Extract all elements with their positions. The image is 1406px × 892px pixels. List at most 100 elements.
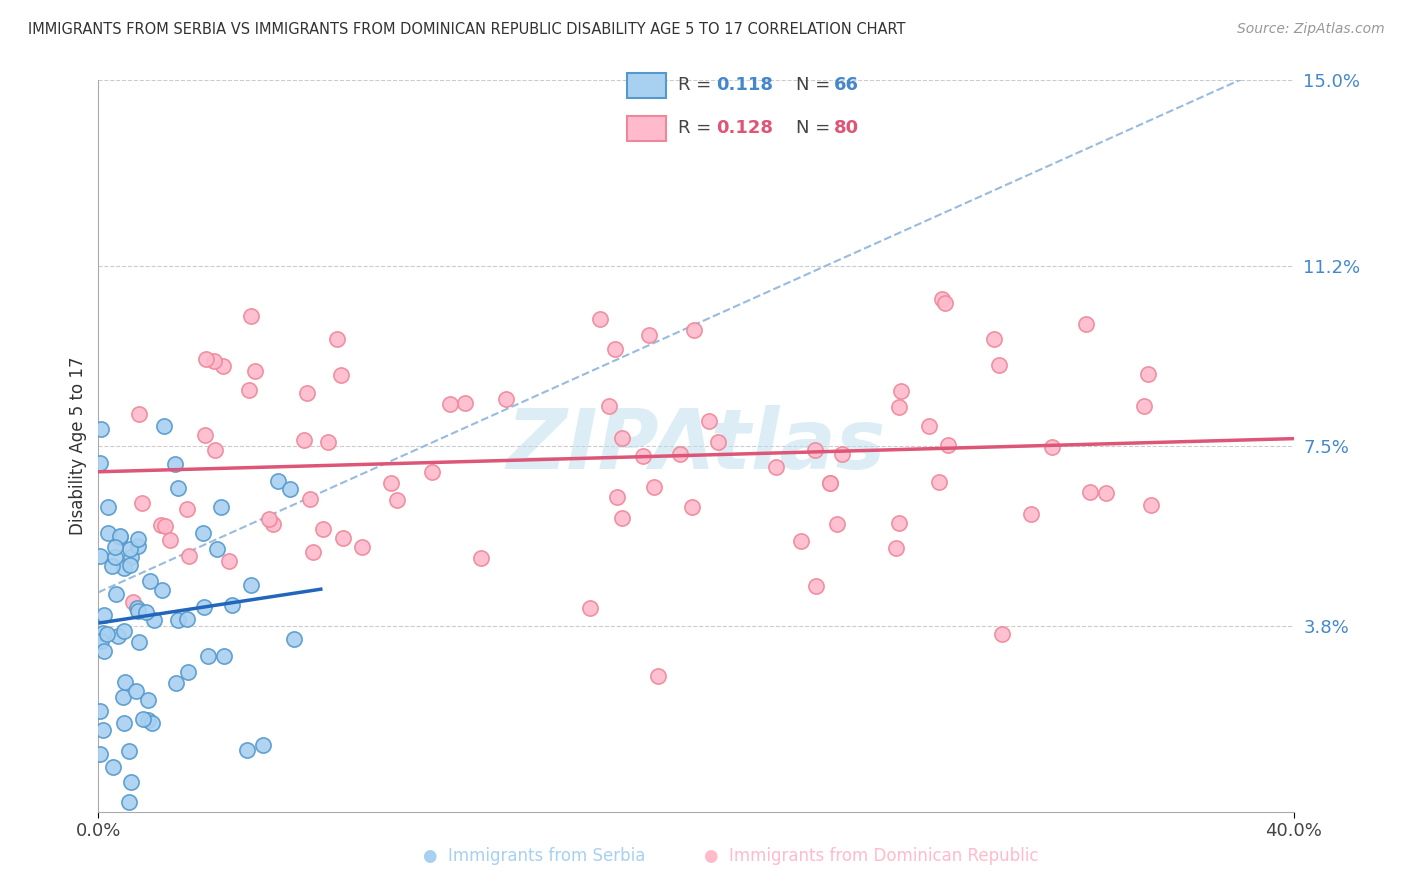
Point (193, 600, 215, 615)
Point (820, 475, 842, 490)
Point (790, 533, 813, 548)
Point (697, 414, 720, 428)
Point (380, 476, 402, 491)
Point (647, 669, 669, 683)
Point (598, 399, 620, 413)
Point (131, 712, 153, 726)
Point (131, 496, 153, 510)
Point (127, 539, 149, 553)
Point (1137, 367, 1160, 381)
Point (90, 422, 112, 436)
Point (1021, 507, 1043, 521)
Point (239, 309, 262, 323)
Text: Source: ZipAtlas.com: Source: ZipAtlas.com (1237, 22, 1385, 37)
Point (470, 550, 492, 565)
Point (252, 739, 274, 753)
Point (135, 605, 157, 619)
Point (302, 544, 325, 558)
Bar (627, 73, 666, 98)
Point (917, 418, 939, 433)
Point (112, 561, 135, 575)
Point (1074, 318, 1097, 332)
Text: 0.128: 0.128 (716, 119, 773, 137)
Point (804, 443, 827, 458)
Text: N =: N = (796, 119, 835, 137)
Point (240, 577, 263, 591)
Point (104, 540, 127, 554)
Text: ●  Immigrants from Dominican Republic: ● Immigrants from Dominican Republic (704, 847, 1039, 865)
Point (118, 541, 141, 556)
Point (589, 312, 612, 326)
Point (238, 384, 260, 398)
Point (202, 354, 225, 368)
Point (212, 648, 235, 663)
Text: IMMIGRANTS FROM SERBIA VS IMMIGRANTS FROM DOMINICAN REPUBLIC DISABILITY AGE 5 TO: IMMIGRANTS FROM SERBIA VS IMMIGRANTS FRO… (28, 22, 905, 37)
Point (165, 675, 187, 690)
Point (193, 428, 215, 442)
Point (818, 476, 841, 491)
Point (177, 549, 200, 563)
Point (669, 447, 692, 461)
Point (155, 518, 177, 533)
Point (298, 491, 321, 506)
Text: 66: 66 (834, 76, 859, 95)
Point (93, 643, 115, 657)
Point (889, 516, 911, 530)
Point (97, 526, 120, 541)
Point (683, 323, 706, 337)
Point (1132, 399, 1154, 413)
Point (330, 368, 353, 382)
Point (108, 529, 131, 543)
Point (889, 400, 911, 414)
Point (831, 447, 853, 461)
Point (612, 431, 634, 445)
Point (1078, 484, 1101, 499)
Point (765, 459, 787, 474)
Point (262, 517, 284, 532)
Point (111, 690, 134, 705)
Point (143, 613, 166, 627)
Text: ●  Immigrants from Serbia: ● Immigrants from Serbia (423, 847, 645, 865)
Point (89, 747, 111, 761)
Point (316, 434, 339, 449)
Point (1040, 440, 1063, 454)
Text: R =: R = (678, 76, 717, 95)
Point (108, 530, 131, 544)
Point (1140, 498, 1163, 512)
Point (167, 481, 190, 495)
Point (96, 500, 118, 514)
Point (101, 559, 124, 574)
Point (983, 332, 1005, 346)
Point (332, 532, 354, 546)
Point (121, 595, 143, 609)
Point (934, 295, 956, 310)
Point (152, 419, 174, 434)
Point (139, 574, 162, 589)
Y-axis label: Disability Age 5 to 17: Disability Age 5 to 17 (69, 357, 87, 535)
Point (149, 518, 172, 533)
Point (167, 613, 190, 627)
Point (177, 665, 200, 680)
Point (990, 626, 1012, 640)
Point (420, 465, 443, 479)
Point (127, 604, 149, 618)
Point (643, 480, 665, 494)
Point (118, 558, 141, 572)
Point (191, 525, 214, 540)
Point (163, 458, 186, 472)
Point (117, 744, 139, 758)
Point (707, 435, 730, 450)
Point (91, 723, 114, 737)
Point (176, 612, 198, 626)
Point (495, 392, 517, 406)
Point (107, 629, 129, 643)
Point (93, 608, 115, 623)
Point (1094, 486, 1116, 500)
Point (128, 635, 150, 649)
Point (278, 482, 301, 496)
Point (104, 549, 127, 564)
Point (89, 549, 111, 564)
Point (136, 713, 159, 727)
Point (612, 511, 634, 525)
Point (112, 716, 135, 731)
